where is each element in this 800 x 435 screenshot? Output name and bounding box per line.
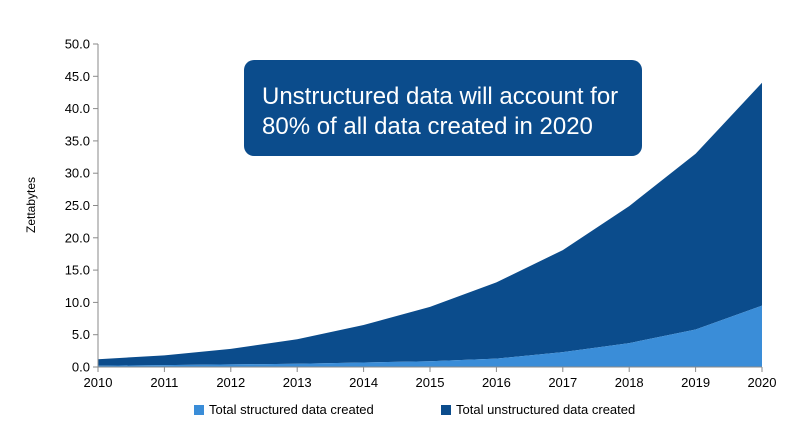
x-tick-label: 2012 <box>216 375 245 390</box>
x-tick-label: 2020 <box>748 375 777 390</box>
y-tick-label: 40.0 <box>65 101 90 116</box>
y-tick-label: 45.0 <box>65 69 90 84</box>
area-unstructured <box>98 82 762 366</box>
annotation-callout: Unstructured data will account for 80% o… <box>244 60 642 156</box>
y-tick-label: 15.0 <box>65 263 90 278</box>
area-structured <box>98 305 762 367</box>
legend: Total structured data created Total unst… <box>194 402 635 417</box>
y-tick-label: 35.0 <box>65 133 90 148</box>
y-axis-title: Zettabytes <box>24 177 38 233</box>
x-tick-label: 2015 <box>416 375 445 390</box>
x-tick-label: 2018 <box>615 375 644 390</box>
x-tick-label: 2016 <box>482 375 511 390</box>
x-tick-label: 2010 <box>84 375 113 390</box>
x-tick-label: 2017 <box>548 375 577 390</box>
y-tick-label: 20.0 <box>65 230 90 245</box>
y-tick-label: 30.0 <box>65 166 90 181</box>
y-tick-label: 10.0 <box>65 295 90 310</box>
legend-label-unstructured: Total unstructured data created <box>456 402 635 417</box>
legend-swatch-structured <box>194 405 204 415</box>
y-axis: 0.0 5.0 10.0 15.0 20.0 25.0 30.0 35.0 40.0 45.0 50… <box>65 37 99 375</box>
y-tick-label: 50.0 <box>65 37 90 52</box>
plot-areas <box>98 82 762 367</box>
x-axis: 2010 2011 2012 2013 2014 2015 2016 2017 2018 2019… <box>84 366 777 390</box>
legend-swatch-unstructured <box>441 405 451 415</box>
x-tick-label: 2013 <box>283 375 312 390</box>
annotation-line-1: Unstructured data will account for <box>262 83 619 110</box>
y-tick-label: 25.0 <box>65 198 90 213</box>
y-tick-label: 0.0 <box>72 360 90 375</box>
y-tick-label: 5.0 <box>72 327 90 342</box>
x-tick-label: 2014 <box>349 375 378 390</box>
legend-label-structured: Total structured data created <box>209 402 374 417</box>
x-tick-label: 2011 <box>150 375 178 390</box>
annotation-line-2: 80% of all data created in 2020 <box>262 113 593 140</box>
x-tick-label: 2019 <box>681 375 710 390</box>
